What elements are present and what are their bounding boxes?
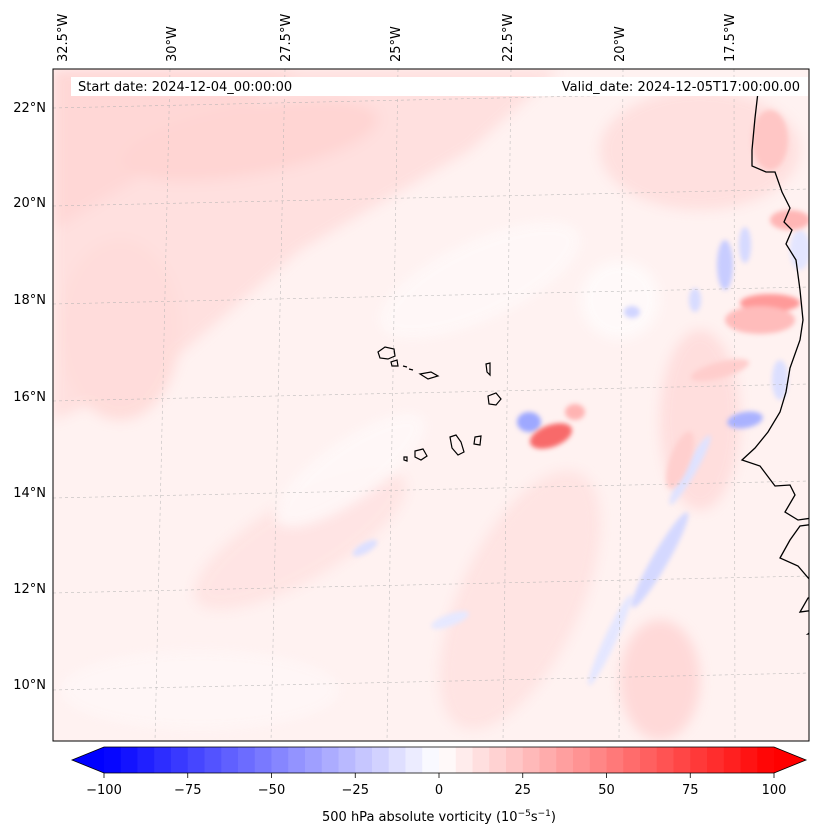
colorbar-tick-label: 75 [682,783,699,798]
colorbar-tick-label: −100 [86,783,122,798]
lat-label: 20°N [13,196,46,211]
colorbar-segment [640,747,658,773]
colorbar-segment [656,747,675,773]
colorbar-segment [238,747,256,773]
lon-label: 17.5°W [723,14,738,62]
colorbar: −100 −75 −50 −25 0 25 50 75 100 500 hPa absolute… [70,746,808,825]
lon-label: 30°W [165,26,180,62]
colorbar-max-extend-arrow [774,747,806,773]
colorbar-segment [355,747,373,773]
colorbar-segment [740,747,758,773]
colorbar-min-extend-arrow [72,747,104,773]
colorbar-tick-label: −50 [258,783,285,798]
lat-label: 10°N [13,678,46,693]
colorbar-segment [606,747,624,773]
colorbar-segment [489,747,507,773]
colorbar-segment [673,747,691,773]
lat-label: 22°N [13,101,46,116]
lat-label: 14°N [13,486,46,501]
colorbar-segment [305,747,323,773]
lat-label: 12°N [13,582,46,597]
vorticity-field [53,69,809,741]
colorbar-segment [573,747,591,773]
colorbar-segment [723,747,742,773]
colorbar-segment [120,747,139,773]
colorbar-segment [388,747,407,773]
colorbar-segment [254,747,273,773]
colorbar-segment [187,747,206,773]
colorbar-segment [556,747,574,773]
latitude-labels: 22°N 20°N 18°N 16°N 14°N 12°N 10°N [13,101,46,693]
lon-label: 25°W [389,26,404,62]
colorbar-segment [221,747,239,773]
colorbar-segment [338,747,356,773]
colorbar-segment [690,747,708,773]
colorbar-segment [472,747,490,773]
colorbar-label: 500 hPa absolute vorticity (10−5s−1) [322,809,556,825]
colorbar-segment [757,747,775,773]
graticule [53,69,809,741]
colorbar-segment [623,747,641,773]
cape-verde-islands [377,346,502,462]
colorbar-segment [506,747,524,773]
colorbar-segment [154,747,172,773]
colorbar-segment [522,747,541,773]
colorbar-segment [405,747,423,773]
start-date-label: Start date: 2024-12-04_00:00:00 [78,80,292,95]
colorbar-segment [204,747,222,773]
colorbar-tick-label: 0 [435,783,443,798]
colorbar-segment [707,747,725,773]
colorbar-segment [422,747,440,773]
colorbar-tick-label: 100 [762,783,787,798]
lon-label: 22.5°W [501,14,516,62]
colorbar-segment [589,747,608,773]
colorbar-segment [271,747,289,773]
colorbar-segment [372,747,390,773]
colorbar-segment [288,747,306,773]
map-frame [52,68,810,742]
lat-label: 16°N [13,390,46,405]
colorbar-tick-label: 50 [598,783,615,798]
colorbar-tick-label: −75 [174,783,201,798]
colorbar-segment [321,747,340,773]
colorbar-segment [137,747,155,773]
lat-label: 18°N [13,293,46,308]
colorbar-segment [104,747,122,773]
colorbar-segment [539,747,557,773]
lon-label: 32.5°W [56,14,71,62]
colorbar-tick-label: 25 [514,783,531,798]
colorbar-segment [455,747,474,773]
longitude-labels: 32.5°W 30°W 27.5°W 25°W 22.5°W 20°W 17.5… [56,14,738,62]
lon-label: 20°W [613,26,628,62]
lon-label: 27.5°W [279,14,294,62]
colorbar-tick-label: −25 [342,783,369,798]
coastline [740,91,809,636]
valid-date-label: Valid_date: 2024-12-05T17:00:00.00 [562,80,800,95]
colorbar-segment [439,747,457,773]
colorbar-segment [171,747,189,773]
